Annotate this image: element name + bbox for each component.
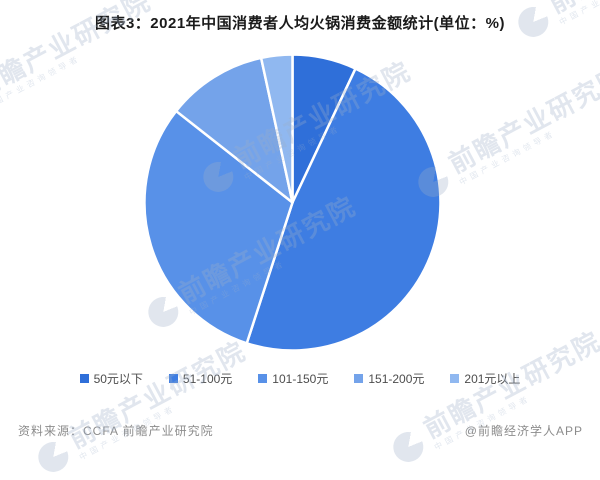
legend-swatch-icon	[79, 374, 89, 383]
brand-credit: @前瞻经济学人APP	[464, 424, 583, 438]
legend-label: 51-100元	[182, 372, 233, 386]
legend-label: 50元以下	[93, 372, 143, 386]
chart-legend: 50元以下 51-100元 101-150元 151-200元 201元以上	[0, 370, 600, 387]
legend-item-5: 201元以上	[450, 370, 520, 387]
legend-item-4: 151-200元	[354, 370, 424, 387]
legend-item-1: 50元以下	[79, 370, 143, 387]
legend-swatch-icon	[354, 374, 364, 383]
legend-swatch-icon	[258, 374, 268, 383]
chart-title: 图表3：2021年中国消费者人均火锅消费金额统计(单位：%)	[94, 15, 506, 32]
source-note: 资料来源：CCFA 前瞻产业研究院	[18, 424, 214, 438]
pie-slice-4	[174, 56, 294, 204]
legend-label: 101-150元	[272, 372, 329, 386]
legend-item-2: 51-100元	[168, 370, 233, 387]
legend-item-3: 101-150元	[258, 370, 328, 387]
pie-chart	[143, 53, 442, 352]
legend-swatch-icon	[168, 374, 178, 383]
legend-label: 151-200元	[368, 372, 425, 386]
pie-slice-2	[245, 67, 442, 352]
legend-label: 201元以上	[464, 372, 521, 386]
pie-slice-3	[143, 109, 294, 345]
pie-slice-5	[259, 53, 294, 204]
legend-swatch-icon	[450, 374, 460, 383]
